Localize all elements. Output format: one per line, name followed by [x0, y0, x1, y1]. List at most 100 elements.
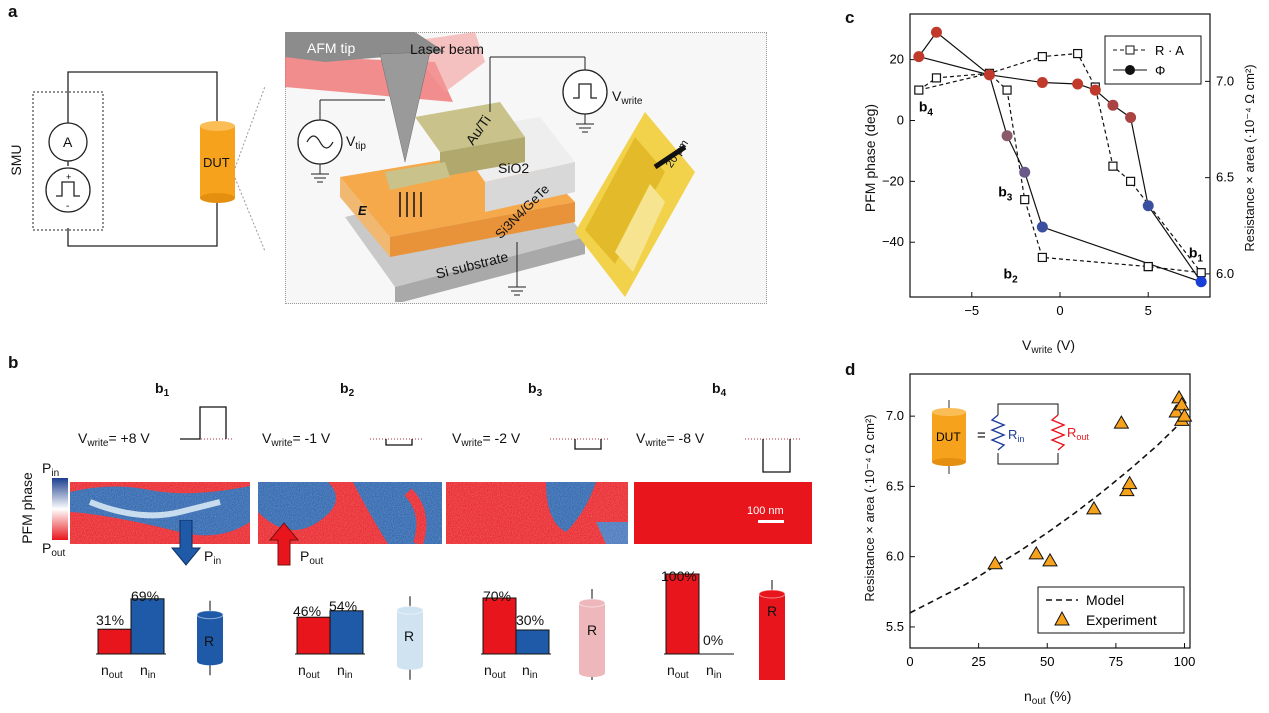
y-tick-label: −40	[882, 234, 904, 249]
chart-c-y2label: Resistance × area (·10⁻⁴ Ω cm²)	[1242, 64, 1257, 252]
ra-point	[1196, 268, 1206, 278]
annotation-sub: 3	[1007, 193, 1013, 204]
experiment-point	[1118, 482, 1135, 497]
polarization-arrows	[170, 520, 300, 566]
cylinder-bottom	[197, 657, 223, 666]
cyl-r-b4: R	[767, 603, 778, 619]
bar-n-out	[296, 616, 331, 655]
pct-in-b2: 54%	[329, 598, 358, 614]
ra-point	[1073, 48, 1083, 59]
inset-dut-cylinder	[932, 412, 966, 462]
phi-point	[1019, 166, 1031, 178]
pct-out-b2: 46%	[293, 603, 322, 619]
legend-phi-marker	[1125, 65, 1135, 75]
bar-n-in	[515, 629, 550, 655]
legend-box	[1104, 35, 1202, 85]
arrow-pin-label: Pin	[204, 548, 222, 567]
vwrite-label-a: Vwrite	[612, 88, 643, 107]
bar-n-in	[329, 610, 364, 655]
ra-series-line	[918, 52, 1203, 274]
experiment-point	[1173, 396, 1190, 411]
r-out-resistor	[1050, 414, 1066, 451]
pct-out-b1: 31%	[96, 612, 125, 628]
panel-a-circuit: + -	[32, 71, 265, 253]
pfm-map-b2	[258, 482, 442, 544]
pfm-map-b3	[446, 482, 628, 544]
phi-point	[1195, 276, 1207, 288]
phi-point	[930, 26, 942, 38]
resistor-cylinder	[759, 594, 785, 680]
legend-experiment-marker	[1054, 610, 1070, 626]
sio2-label: SiO2	[498, 160, 530, 176]
colorbar-pin: Pin	[42, 460, 60, 479]
vwrite-b4: Vwrite= -8 V	[636, 430, 705, 449]
e-field-label: E	[358, 203, 367, 218]
legend-ra-label: R · A	[1155, 43, 1184, 58]
cylinder-bottom	[579, 669, 605, 677]
pct-out-b4: 100%	[661, 568, 697, 584]
y-tick-label: 20	[890, 52, 904, 67]
phi-point	[913, 51, 925, 63]
chart-c-xlabel: Vwrite (V)	[1022, 337, 1076, 356]
cyl-r-b3: R	[587, 622, 598, 638]
cylinder-bottom	[397, 661, 423, 670]
y-tick-label: 6.5	[886, 478, 904, 493]
phi-point	[1107, 99, 1119, 111]
vwrite-source-icon	[562, 69, 608, 115]
arrow-up-pout	[268, 522, 300, 566]
col-title-b1: b1	[155, 380, 170, 399]
inset-dut-label: DUT	[936, 430, 961, 444]
experiment-point	[1176, 408, 1193, 422]
panel-label-a: a	[8, 2, 18, 21]
ra-point	[1037, 252, 1047, 263]
phi-point	[1089, 84, 1101, 96]
r-in-resistor	[990, 414, 1006, 451]
dut-label: DUT	[203, 155, 230, 170]
y2-tick-label: 7.0	[1216, 73, 1234, 88]
y-tick-label: 0	[897, 113, 904, 128]
nout-b3: nout	[484, 662, 506, 681]
vwrite-b3: Vwrite= -2 V	[452, 430, 521, 449]
phi-point	[1036, 76, 1048, 88]
y-tick-label: −20	[882, 173, 904, 188]
map-scale-label: 100 nm	[747, 505, 784, 517]
pulse-b1	[180, 406, 227, 440]
annotation-sub: 1	[1197, 253, 1203, 264]
nout-b4: nout	[667, 662, 689, 681]
nout-b2: nout	[298, 662, 320, 681]
nin-b1: nin	[140, 662, 156, 681]
cylinder-bottom	[760, 678, 784, 680]
fraction-bars	[96, 573, 786, 680]
pct-in-b4: 0%	[703, 632, 724, 648]
afm-tip	[379, 51, 431, 163]
ra-point	[931, 73, 942, 83]
x-tick-label: −5	[964, 303, 979, 318]
nin-b2: nin	[337, 662, 353, 681]
dut-cylinder	[200, 126, 235, 198]
x-tick-label: 0	[906, 654, 913, 669]
cylinder-top	[396, 605, 424, 615]
map-scalebar	[758, 520, 784, 523]
y-tick-label: 6.0	[886, 549, 904, 564]
experiment-point	[1086, 500, 1102, 515]
y2-tick-label: 6.0	[1216, 266, 1234, 281]
model-curve	[909, 418, 1186, 614]
cylinder-top	[578, 598, 606, 608]
ra-point	[1125, 176, 1136, 186]
x-tick-label: 50	[1040, 654, 1054, 669]
inset-eq: =	[977, 427, 986, 444]
resistor-cylinder	[579, 603, 605, 673]
resistor-cylinder	[397, 610, 423, 666]
legend-model-label: Model	[1086, 592, 1124, 608]
r-out-label: Rout	[1067, 425, 1089, 442]
nin-b4: nin	[706, 662, 722, 681]
phi-point	[1001, 130, 1013, 142]
col-title-b3: b3	[528, 380, 543, 399]
experiment-point	[1168, 403, 1185, 418]
inset-parallel-frame	[997, 403, 1059, 465]
bar-n-out	[482, 597, 517, 655]
laser-beam-label: Laser beam	[410, 41, 484, 57]
chart-d-ylabel: Resistance × area (·10⁻⁴ Ω cm²)	[862, 414, 877, 602]
chart-c-ylabel: PFM phase (deg)	[862, 103, 878, 213]
pulse-b3	[574, 439, 602, 450]
